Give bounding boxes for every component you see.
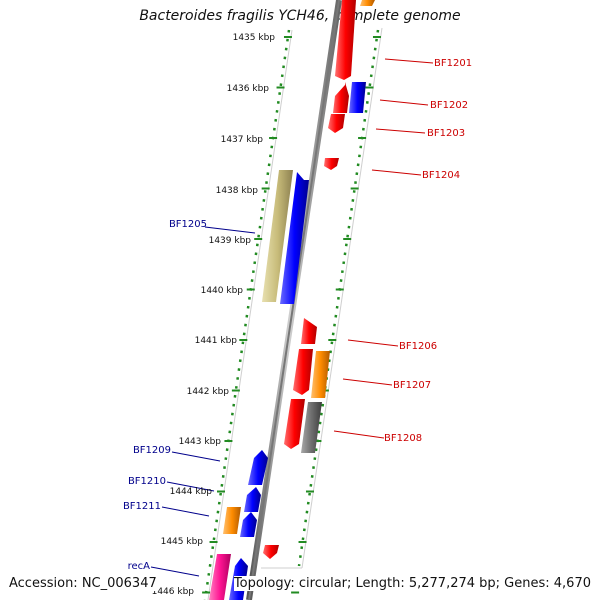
- scale-tick-1438: 1438 kbp: [216, 186, 259, 196]
- label-bf1207[interactable]: BF1207: [393, 380, 431, 391]
- label-bf1205[interactable]: BF1205: [169, 219, 207, 230]
- scale-ticks-right: [291, 36, 381, 594]
- gene-bf1202-blue[interactable]: [349, 82, 366, 113]
- scale-tick-1440: 1440 kbp: [201, 286, 244, 296]
- gene-bf1205-blue[interactable]: [280, 172, 309, 304]
- gene-bf1211[interactable]: [240, 512, 257, 537]
- gene-bf1207[interactable]: [293, 349, 313, 395]
- scale-tick-1441: 1441 kbp: [195, 336, 238, 346]
- pointer-bf1204: [371, 169, 422, 176]
- gene-bf1209[interactable]: [248, 450, 268, 485]
- scale-tick-1442: 1442 kbp: [187, 387, 230, 397]
- pointer-bf1205: [204, 226, 256, 234]
- scale-tick-1443: 1443 kbp: [179, 437, 222, 447]
- topology-text: Topology: circular; Length: 5,277,274 bp…: [233, 576, 591, 591]
- dotted-track-right: [297, 29, 380, 567]
- scale-tick-1446: 1446 kbp: [152, 587, 195, 597]
- pointer-bf1210: [166, 481, 215, 492]
- pointer-bf1202: [379, 99, 429, 106]
- label-bf1202[interactable]: BF1202: [430, 100, 468, 111]
- dotted-track-left: [203, 29, 291, 600]
- scale-tick-1435: 1435 kbp: [233, 33, 276, 43]
- label-bf1203[interactable]: BF1203: [427, 128, 465, 139]
- gene-labels-right: BF1201 BF1202 BF1203 BF1204 BF1206 BF120…: [384, 58, 472, 444]
- genome-title: Bacteroides fragilis YCH46, complete gen…: [139, 8, 461, 24]
- pointer-bf1201: [384, 58, 434, 64]
- gene-red-small[interactable]: [263, 545, 279, 559]
- label-bf1206[interactable]: BF1206: [399, 341, 437, 352]
- gene-bf1210[interactable]: [244, 487, 261, 512]
- gene-bf1201[interactable]: [335, 0, 356, 80]
- pointer-bf1207: [342, 378, 393, 386]
- label-bf1208[interactable]: BF1208: [384, 433, 422, 444]
- gene-bf1203[interactable]: [328, 114, 345, 133]
- label-bf1209[interactable]: BF1209: [133, 445, 171, 456]
- scale-tick-1439: 1439 kbp: [209, 236, 252, 246]
- scale-tick-1436: 1436 kbp: [227, 84, 270, 94]
- label-bf1201[interactable]: BF1201: [434, 58, 472, 69]
- pointer-reca: [150, 566, 200, 577]
- gene-bf1206[interactable]: [301, 318, 317, 344]
- label-bf1204[interactable]: BF1204: [422, 170, 460, 181]
- gene-bf1202[interactable]: [333, 82, 349, 113]
- scale-tick-1444: 1444 kbp: [170, 487, 213, 497]
- accession-text: Accession: NC_006347: [9, 576, 157, 591]
- track-border-right: [301, 27, 383, 569]
- pointer-bf1209: [171, 451, 221, 462]
- pointer-bf1206: [347, 339, 399, 347]
- gene-bf1207-orange[interactable]: [311, 351, 330, 398]
- scale-ticks-left: [202, 36, 292, 594]
- gene-bf1211-orange[interactable]: [223, 507, 241, 534]
- label-bf1210[interactable]: BF1210: [128, 476, 166, 487]
- gene-reca[interactable]: [209, 554, 231, 600]
- gene-bf1205[interactable]: [262, 170, 293, 302]
- track-border-left: [207, 29, 293, 600]
- scale-tick-1445: 1445 kbp: [161, 537, 204, 547]
- label-reca[interactable]: recA: [128, 561, 151, 572]
- label-bf1211[interactable]: BF1211: [123, 501, 161, 512]
- gene-bf1208-gray[interactable]: [301, 402, 322, 453]
- gene-bf1208[interactable]: [284, 399, 305, 449]
- gene-bf1204[interactable]: [324, 158, 339, 170]
- scale-tick-1437: 1437 kbp: [221, 135, 264, 145]
- gene-orange-top[interactable]: [360, 0, 375, 6]
- scale-tick-labels: 1435 kbp 1436 kbp 1437 kbp 1438 kbp 1439…: [152, 33, 276, 597]
- gene-labels-left: BF1205 BF1209 BF1210 BF1211 recA: [123, 219, 207, 572]
- pointer-bf1203: [375, 128, 426, 134]
- pointer-bf1208: [333, 430, 385, 439]
- pointer-bf1211: [161, 506, 210, 517]
